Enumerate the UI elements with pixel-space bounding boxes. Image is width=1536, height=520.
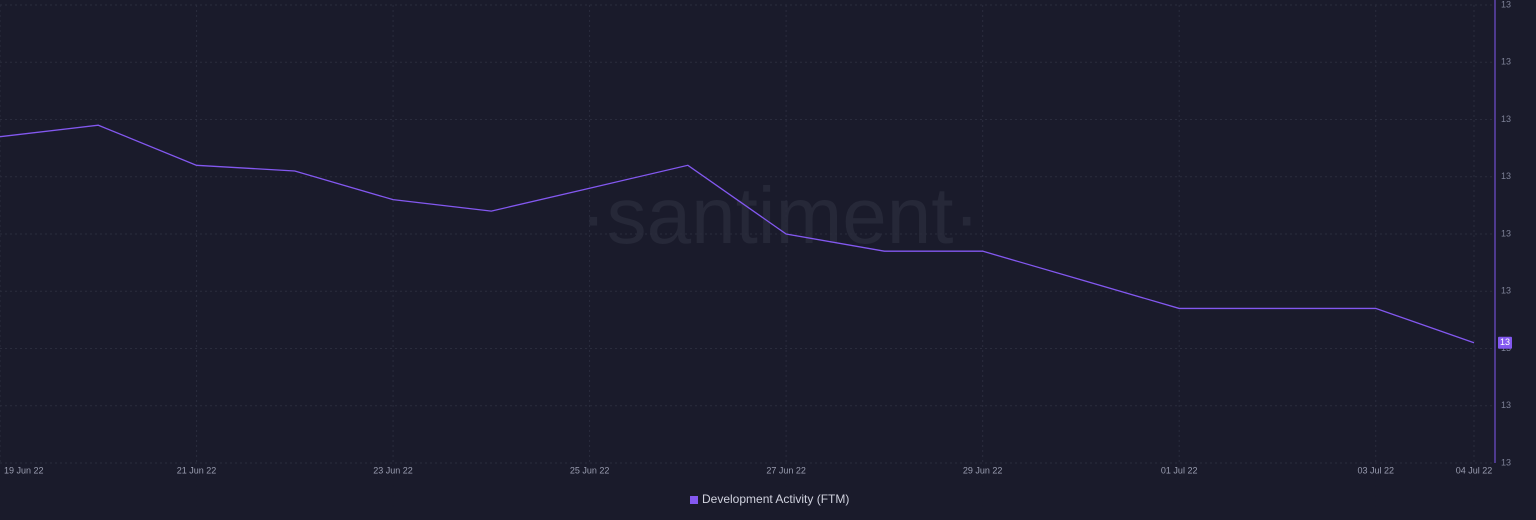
watermark: ·santiment· [580, 171, 980, 260]
x-tick-label: 25 Jun 22 [570, 465, 610, 475]
x-tick-label: 19 Jun 22 [4, 465, 44, 475]
y-tick-label: 13 [1501, 228, 1511, 238]
y-tick-label: 13 [1501, 0, 1511, 9]
y-tick-label: 13 [1501, 171, 1511, 181]
x-tick-label: 21 Jun 22 [177, 465, 217, 475]
y-tick-label: 13 [1501, 57, 1511, 67]
data-line [0, 124, 1475, 344]
x-tick-label: 29 Jun 22 [963, 465, 1003, 475]
value-label-box [1498, 336, 1512, 349]
y-tick-label: 13 [1501, 400, 1511, 410]
y-tick-label: 13 [1501, 114, 1511, 124]
legend-label: Development Activity (FTM) [702, 492, 849, 506]
x-tick-label: 27 Jun 22 [766, 465, 806, 475]
x-tick-label: 03 Jul 22 [1357, 465, 1394, 475]
y-tick-label: 13 [1501, 286, 1511, 296]
x-tick-label: 01 Jul 22 [1161, 465, 1198, 475]
x-tick-label: 23 Jun 22 [373, 465, 413, 475]
value-label: 13 [1500, 337, 1510, 347]
y-tick-label: 13 [1501, 457, 1511, 467]
x-tick-label: 04 Jul 22 [1456, 465, 1493, 475]
legend-swatch [690, 496, 698, 504]
